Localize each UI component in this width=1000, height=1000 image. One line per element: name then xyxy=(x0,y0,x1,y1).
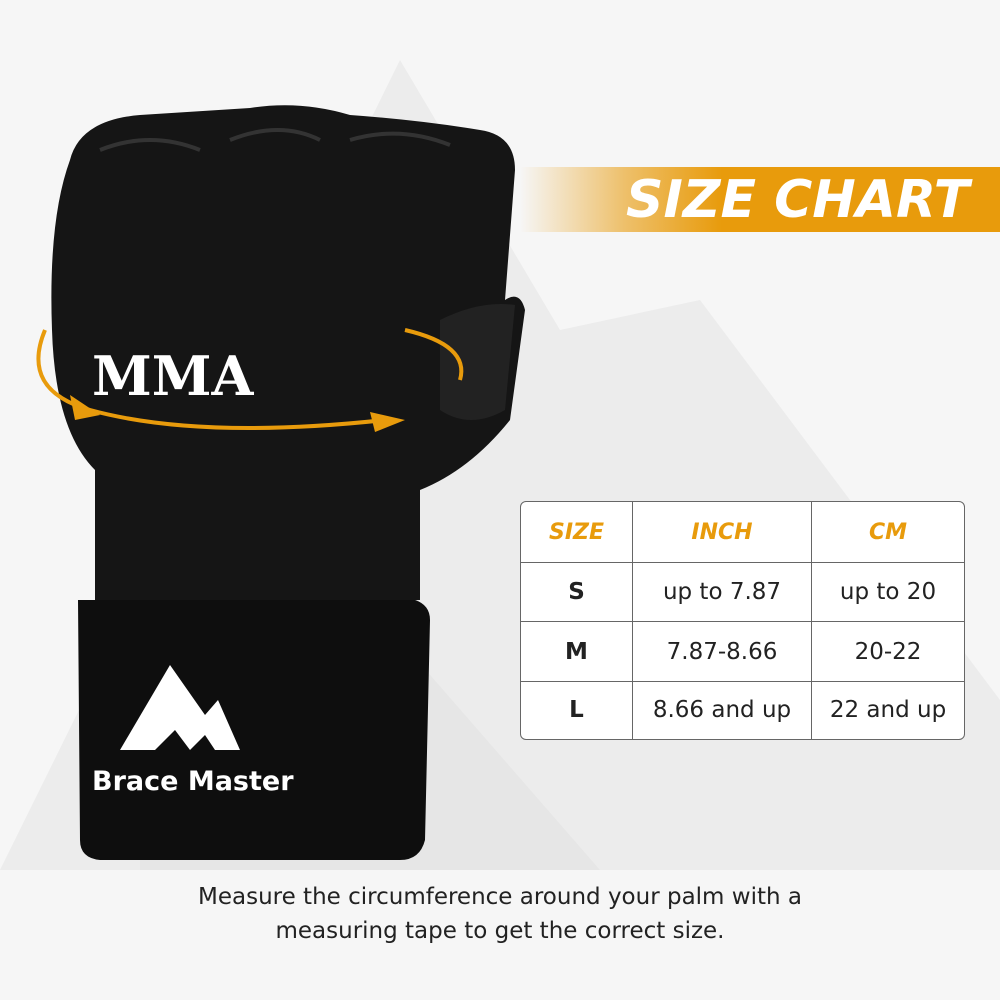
arrow-head-icon xyxy=(70,395,100,420)
cell-inch: 8.66 and up xyxy=(633,681,812,739)
brand-logo-text: Brace Master xyxy=(92,766,294,797)
mma-print: MMA xyxy=(92,344,255,408)
cell-size: S xyxy=(521,563,633,623)
size-chart-banner xyxy=(520,167,1000,232)
cell-cm: 22 and up xyxy=(829,697,947,724)
caption-line-2: measuring tape to get the correct size. xyxy=(275,918,725,944)
cell-cm: 20-22 xyxy=(812,622,964,682)
caption-line-1: Measure the circumference around your pa… xyxy=(198,884,802,910)
arrow-head-icon xyxy=(370,412,405,432)
measure-instructions: Measure the circumference around your pa… xyxy=(0,880,1000,948)
table-row: L 8.66 and up 22 and up xyxy=(521,681,964,739)
cell-inch: 7.87-8.66 xyxy=(633,622,812,682)
header-cm: CM xyxy=(812,502,964,563)
cell-cm: up to 20 xyxy=(812,563,964,623)
table-header-row: SIZE INCH CM xyxy=(521,502,964,563)
header-size: SIZE xyxy=(521,502,633,563)
cell-size: M xyxy=(521,622,633,682)
size-table: SIZE INCH CM S up to 7.87 up to 20 M 7.8… xyxy=(520,501,965,740)
table-row: M 7.87-8.66 20-22 xyxy=(521,622,964,682)
brand-logo-icon xyxy=(120,665,240,750)
cell-size: L xyxy=(521,681,633,739)
cell-inch: up to 7.87 xyxy=(633,563,812,623)
header-inch: INCH xyxy=(633,502,812,563)
table-row: S up to 7.87 up to 20 xyxy=(521,563,964,623)
banner-title: SIZE CHART xyxy=(626,170,970,230)
